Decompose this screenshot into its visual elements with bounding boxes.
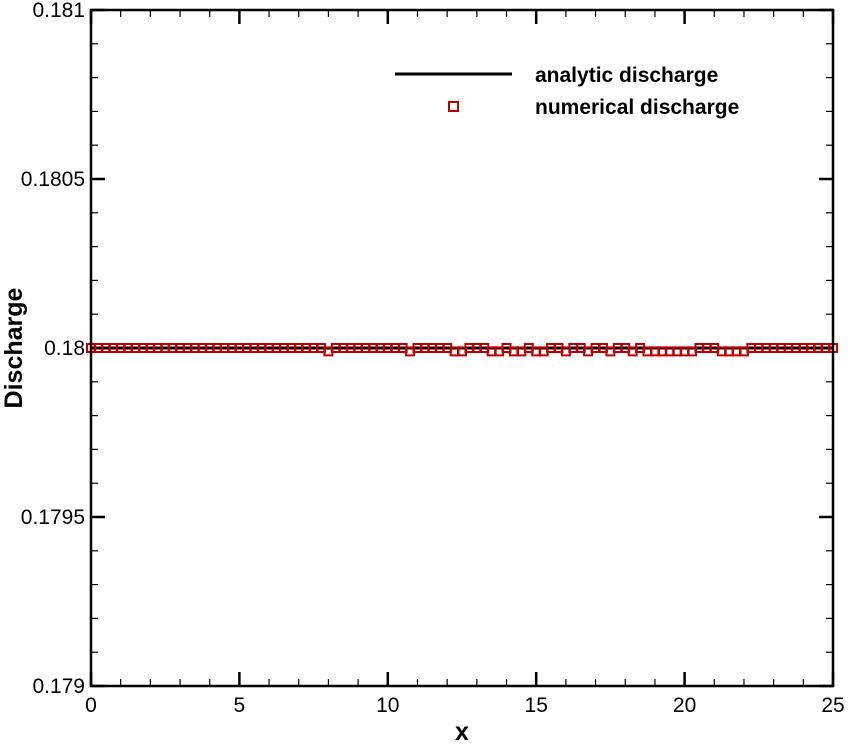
legend-numerical-marker-swatch (448, 101, 459, 112)
y-tick-label: 0.181 (32, 0, 85, 22)
y-tick-label: 0.18 (44, 337, 85, 360)
y-tick-label: 0.1795 (21, 506, 85, 529)
x-tick-label: 20 (673, 694, 696, 717)
x-tick-label: 5 (234, 694, 246, 717)
x-tick-label: 10 (376, 694, 399, 717)
tick-labels: 0 5 10 15 20 25 0.179 0.1795 0.18 0.1805 0.181 (21, 0, 845, 717)
x-axis-title: x (455, 718, 469, 745)
legend: analytic discharge numerical discharge (395, 64, 739, 119)
x-tick-label: 0 (85, 694, 97, 717)
x-tick-label: 15 (525, 694, 548, 717)
series-layer (86, 343, 838, 357)
y-tick-label: 0.1805 (21, 168, 85, 191)
legend-label-analytic: analytic discharge (535, 64, 718, 87)
legend-label-numerical: numerical discharge (535, 96, 739, 119)
y-axis-title: Discharge (0, 287, 28, 408)
y-tick-label: 0.179 (32, 675, 85, 698)
plot-frame (89, 8, 835, 688)
x-tick-label: 25 (821, 694, 844, 717)
